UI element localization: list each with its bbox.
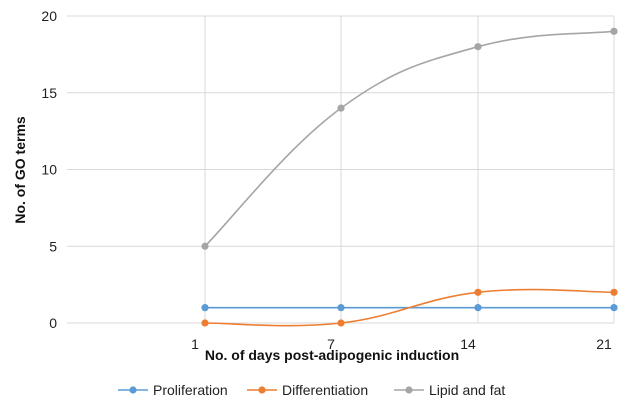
y-tick-label: 0 <box>49 315 57 331</box>
legend-swatch-marker <box>129 386 137 394</box>
data-point-lipid-and-fat <box>201 242 209 250</box>
series-line-lipid-and-fat <box>204 30 615 247</box>
data-point-lipid-and-fat <box>474 43 482 51</box>
x-tick-label: 1 <box>191 336 199 352</box>
grid <box>67 15 615 324</box>
x-axis-title: No. of days post-adipogenic induction <box>205 347 459 363</box>
legend-label: Proliferation <box>153 382 228 398</box>
data-point-differentiation <box>337 319 345 327</box>
data-point-differentiation <box>610 288 618 296</box>
legend-item-differentiation: Differentiation <box>247 382 368 398</box>
legend: Proliferation Differentiation Lipid and fa… <box>118 382 505 398</box>
legend-swatch-marker <box>405 386 413 394</box>
legend-label: Differentiation <box>282 382 368 398</box>
x-tick-labels: 1 7 14 21 <box>191 336 612 352</box>
data-point-differentiation <box>201 319 209 327</box>
data-point-proliferation <box>474 304 482 312</box>
y-tick-labels: 0 5 10 15 20 <box>41 8 57 331</box>
legend-item-lipid-and-fat: Lipid and fat <box>394 382 505 398</box>
data-point-proliferation <box>610 304 618 312</box>
series-layer <box>201 27 618 327</box>
data-point-proliferation <box>337 304 345 312</box>
data-point-lipid-and-fat <box>337 104 345 112</box>
data-point-proliferation <box>201 304 209 312</box>
y-tick-label: 15 <box>41 85 57 101</box>
y-tick-label: 10 <box>41 162 57 178</box>
data-point-differentiation <box>474 288 482 296</box>
legend-swatch-marker <box>258 386 266 394</box>
series-line-differentiation <box>204 288 615 327</box>
y-axis-title: No. of GO terms <box>12 116 28 224</box>
legend-label: Lipid and fat <box>429 382 505 398</box>
y-tick-label: 5 <box>49 238 57 254</box>
y-tick-label: 20 <box>41 8 57 24</box>
x-tick-label: 7 <box>327 336 335 352</box>
x-tick-label: 14 <box>460 336 476 352</box>
data-point-lipid-and-fat <box>610 27 618 35</box>
legend-item-proliferation: Proliferation <box>118 382 228 398</box>
x-tick-label: 21 <box>596 336 612 352</box>
